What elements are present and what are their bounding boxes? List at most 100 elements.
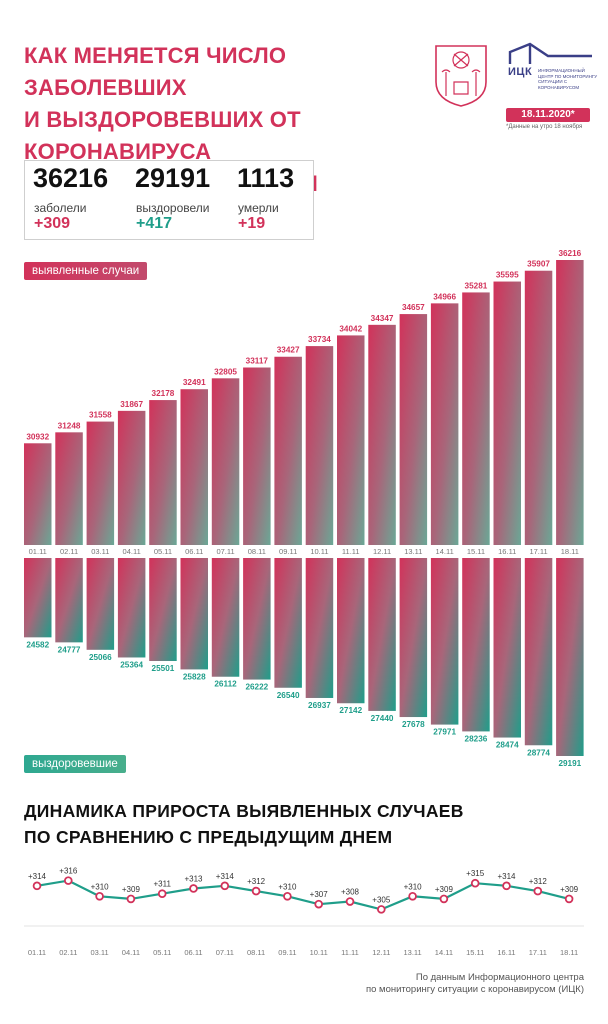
bar-cases-label: 33117 (246, 356, 269, 365)
bar-recovered (305, 558, 334, 698)
date-note: *Данные на утро 18 ноября (506, 124, 583, 130)
bar-recovered-label: 27678 (402, 720, 425, 729)
stat-delta: +309 (34, 215, 71, 232)
line-date-label: 14.11 (435, 948, 453, 957)
growth-point (64, 876, 73, 885)
bar-cases (493, 281, 521, 545)
bar-cases (117, 410, 146, 545)
bar-cases (462, 292, 490, 545)
summary-stats: 36216 заболели +309 29191 выздоровели +4… (24, 160, 314, 240)
bar-recovered-label: 26222 (245, 683, 268, 692)
growth-point-label: +316 (59, 867, 78, 876)
line-date-label: 15.11 (466, 948, 484, 957)
growth-point-label: +313 (184, 874, 203, 883)
bar-cases (211, 378, 240, 545)
line-date-label: 08.11 (247, 948, 265, 957)
growth-point-label: +310 (91, 882, 110, 891)
bar-cases-label: 35595 (496, 271, 519, 280)
bar-recovered (24, 558, 52, 638)
bar-cases (149, 400, 177, 545)
bar-cases (430, 303, 459, 545)
line-date-label: 01.11 (28, 948, 46, 957)
growth-point (126, 894, 136, 904)
bar-recovered-label: 25066 (89, 653, 112, 662)
bar-date-label: 16.11 (498, 547, 516, 556)
bar-recovered-label: 26112 (214, 680, 237, 689)
line-date-label: 13.11 (403, 948, 421, 957)
bar-cases-label: 34347 (371, 314, 394, 323)
source-footer: По данным Информационного центра по мони… (284, 972, 584, 996)
bar-recovered-label: 28474 (496, 741, 519, 750)
bar-date-label: 14.11 (436, 547, 454, 556)
growth-point-label: +309 (560, 885, 579, 894)
bar-cases-label: 34657 (402, 303, 425, 312)
bar-recovered-label: 27440 (371, 714, 394, 723)
line-date-label: 05.11 (153, 948, 171, 957)
bar-cases (24, 443, 52, 545)
growth-point (32, 881, 42, 891)
growth-point (345, 897, 355, 906)
bar-recovered-label: 27142 (339, 706, 362, 715)
title-line: И ВЫЗДОРОВЕВШИХ ОТ КОРОНАВИРУСА (24, 107, 301, 164)
line-date-label: 09.11 (278, 948, 296, 957)
line-date-label: 06.11 (184, 948, 202, 957)
growth-point-label: +312 (529, 877, 548, 886)
bar-cases (305, 346, 334, 545)
cases-legend-pill: выявленные случаи (24, 262, 148, 280)
bar-recovered-label: 25501 (152, 664, 175, 673)
bar-cases-label: 32805 (214, 367, 237, 376)
growth-point (376, 905, 386, 914)
bar-recovered-label: 28774 (527, 748, 550, 757)
growth-point-label: +314 (497, 872, 516, 881)
bar-cases (337, 335, 365, 545)
cases-recovered-bar-chart: 30932 31248 31558 31867 32178 32491 32805 33117… (24, 249, 584, 768)
growth-point (408, 892, 417, 901)
stat-number: 36216 (33, 163, 109, 193)
bar-cases-label: 35281 (465, 281, 488, 290)
stat-label: заболели (34, 201, 87, 215)
bar-cases (368, 324, 396, 545)
line-date-label: 10.11 (310, 948, 328, 957)
bar-recovered (180, 558, 208, 670)
bar-recovered (55, 558, 83, 643)
bar-recovered-label: 25364 (120, 660, 143, 669)
line-date-label: 11.11 (341, 948, 359, 957)
line-date-label: 17.11 (529, 948, 547, 957)
bar-cases-label: 32178 (152, 389, 175, 398)
growth-point-label: +314 (216, 872, 235, 881)
recovered-legend-pill: выздоровевшие (24, 755, 126, 773)
growth-point-label: +310 (404, 882, 423, 891)
stat-delta: +19 (238, 215, 266, 232)
bar-date-label: 01.11 (29, 547, 47, 556)
bar-date-label: 03.11 (91, 547, 109, 556)
bar-cases-label: 31867 (120, 400, 143, 409)
bar-date-label: 10.11 (310, 547, 328, 556)
growth-point-label: +315 (466, 869, 485, 878)
footer-line: по мониторингу ситуации с коронавирусом … (365, 984, 584, 995)
icc-logo-icon (508, 42, 592, 64)
growth-point (220, 881, 230, 891)
bar-cases-label: 34042 (339, 324, 362, 333)
growth-point (533, 886, 543, 896)
bar-cases-label: 36216 (558, 249, 581, 258)
growth-point-label: +311 (153, 880, 171, 889)
line-date-label: 07.11 (216, 948, 234, 957)
section-title: ДИНАМИКА ПРИРОСТА ВЫЯВЛЕННЫХ СЛУЧАЕВ ПО … (24, 798, 464, 850)
bar-date-label: 11.11 (342, 547, 360, 556)
growth-point (189, 884, 198, 893)
growth-point (564, 894, 574, 904)
bar-cases-label: 34966 (433, 292, 456, 301)
region-coat-of-arms-icon (435, 45, 487, 107)
bar-cases-label: 32491 (183, 378, 206, 387)
growth-point-label: +310 (278, 882, 297, 891)
bar-recovered (524, 558, 553, 746)
bar-recovered (368, 558, 396, 711)
bar-date-label: 05.11 (154, 547, 172, 556)
bar-cases (556, 260, 584, 545)
bar-date-label: 06.11 (185, 547, 203, 556)
stat-delta: +417 (136, 215, 173, 232)
stat-number: 1113 (237, 163, 295, 193)
bar-date-label: 15.11 (467, 547, 485, 556)
bar-recovered (117, 558, 146, 658)
growth-point (439, 894, 449, 904)
